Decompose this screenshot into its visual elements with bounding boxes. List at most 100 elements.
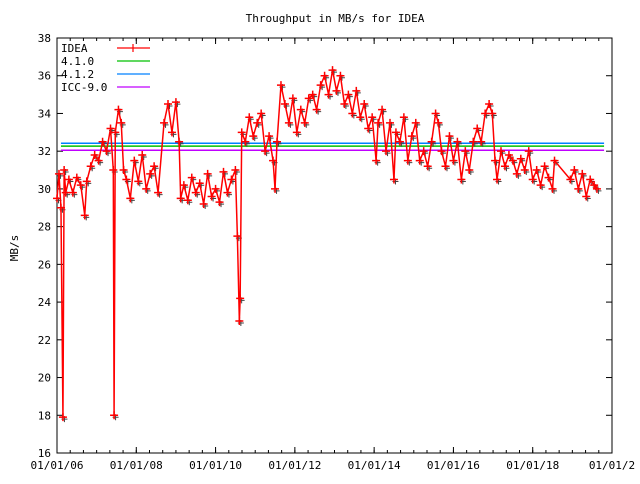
idea-point — [423, 162, 432, 171]
idea-point — [457, 175, 466, 184]
idea-point — [407, 132, 416, 141]
idea-point — [154, 188, 163, 197]
idea-point — [109, 166, 118, 175]
idea-point — [273, 137, 282, 146]
idea-point — [68, 188, 77, 197]
y-axis-label: MB/s — [8, 235, 21, 262]
idea-point — [336, 71, 345, 80]
idea-point — [368, 113, 377, 122]
y-tick-label: 20 — [38, 372, 51, 385]
idea-point — [434, 118, 443, 127]
y-tick-label: 28 — [38, 221, 51, 234]
idea-point — [265, 132, 274, 141]
idea-point — [60, 166, 69, 175]
idea-point — [344, 90, 353, 99]
idea-line — [56, 69, 598, 418]
idea-point — [215, 198, 224, 207]
idea-point — [64, 175, 73, 184]
idea-point — [378, 105, 387, 114]
reference-lines — [60, 142, 605, 151]
y-tick-label: 32 — [38, 145, 51, 158]
idea-point — [82, 177, 91, 186]
idea-point — [372, 156, 381, 165]
idea-point — [332, 86, 341, 95]
idea-point — [56, 203, 65, 212]
idea-point — [491, 156, 500, 165]
idea-point — [520, 166, 529, 175]
legend-label: ICC-9.0 — [61, 81, 107, 94]
idea-point — [477, 137, 486, 146]
idea-point — [288, 94, 297, 103]
idea-point — [146, 169, 155, 178]
idea-point — [160, 118, 169, 127]
idea-point — [340, 100, 349, 109]
idea-point — [391, 128, 400, 137]
idea-point — [437, 147, 446, 156]
idea-point — [586, 175, 595, 184]
y-tick-label: 30 — [38, 183, 51, 196]
idea-point — [122, 175, 131, 184]
idea-point — [524, 147, 533, 156]
idea-point — [280, 100, 289, 109]
idea-point — [364, 124, 373, 133]
idea-point — [441, 162, 450, 171]
y-tick-label: 16 — [38, 447, 51, 460]
x-tick-label: 01/01/18 — [506, 459, 559, 472]
idea-point — [374, 118, 383, 127]
idea-point — [481, 109, 490, 118]
idea-point — [389, 175, 398, 184]
y-tick-label: 34 — [38, 107, 52, 120]
idea-point — [574, 184, 583, 193]
idea-point — [324, 90, 333, 99]
idea-point — [465, 166, 474, 175]
x-tick-label: 01/01/14 — [348, 459, 401, 472]
idea-point — [138, 150, 147, 159]
idea-series — [53, 66, 602, 423]
idea-point — [231, 166, 240, 175]
idea-point — [150, 162, 159, 171]
idea-point — [360, 100, 369, 109]
idea-point — [461, 147, 470, 156]
idea-point — [403, 156, 412, 165]
idea-point — [54, 169, 63, 178]
idea-point — [508, 156, 517, 165]
idea-point — [540, 162, 549, 171]
idea-point — [382, 147, 391, 156]
idea-point — [94, 156, 103, 165]
idea-point — [207, 192, 216, 201]
y-tick-label: 26 — [38, 258, 51, 271]
idea-point — [548, 184, 557, 193]
idea-point — [195, 179, 204, 188]
idea-point — [356, 113, 365, 122]
idea-point — [171, 98, 180, 107]
idea-point — [493, 175, 502, 184]
x-tick-label: 01/01/06 — [31, 459, 84, 472]
idea-point — [512, 169, 521, 178]
x-tick-label: 01/01/2 — [589, 459, 635, 472]
idea-point — [117, 118, 126, 127]
idea-point — [431, 109, 440, 118]
idea-point — [445, 132, 454, 141]
idea-point — [504, 150, 513, 159]
idea-point — [536, 181, 545, 190]
idea-point — [219, 167, 228, 176]
idea-point — [249, 132, 258, 141]
idea-point — [469, 137, 478, 146]
idea-point — [544, 173, 553, 182]
idea-point — [316, 81, 325, 90]
plot-border — [56, 37, 613, 454]
idea-point — [183, 196, 192, 205]
idea-point — [328, 66, 337, 75]
idea-point — [58, 413, 67, 422]
idea-point — [235, 316, 244, 325]
idea-point — [276, 81, 285, 90]
y-tick-label: 36 — [38, 70, 51, 83]
idea-point — [61, 188, 70, 197]
axes: 16 18 20 22 24 26 28 30 32 34 36 38 01/01/06 01/01/08… — [31, 32, 636, 472]
idea-point — [500, 162, 509, 171]
idea-point — [352, 86, 361, 95]
y-tick-label: 38 — [38, 32, 51, 45]
idea-point — [175, 137, 184, 146]
idea-point — [126, 194, 135, 203]
